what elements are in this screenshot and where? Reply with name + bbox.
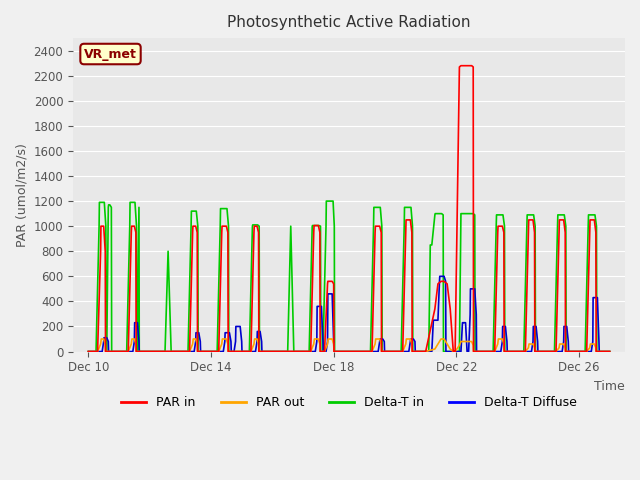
X-axis label: Time: Time: [595, 380, 625, 393]
Title: Photosynthetic Active Radiation: Photosynthetic Active Radiation: [227, 15, 471, 30]
Legend: PAR in, PAR out, Delta-T in, Delta-T Diffuse: PAR in, PAR out, Delta-T in, Delta-T Dif…: [116, 391, 582, 414]
Text: VR_met: VR_met: [84, 48, 137, 60]
Y-axis label: PAR (umol/m2/s): PAR (umol/m2/s): [15, 143, 28, 247]
